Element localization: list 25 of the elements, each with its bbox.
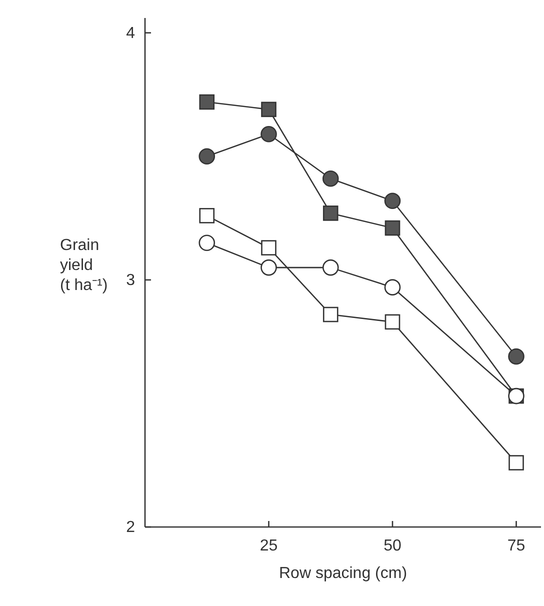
x-tick-label: 25 — [260, 537, 278, 554]
point — [199, 208, 215, 224]
y-tick-label: 2 — [126, 519, 136, 536]
point — [261, 102, 276, 118]
point — [322, 259, 339, 276]
point — [322, 206, 338, 221]
point — [508, 455, 524, 470]
point — [199, 94, 215, 110]
y-tick-label: 3 — [126, 272, 136, 290]
x-tick-label: 75 — [507, 537, 526, 554]
point — [384, 314, 400, 330]
point — [508, 348, 524, 365]
point — [322, 306, 338, 322]
point — [384, 220, 400, 236]
point — [261, 240, 276, 256]
point — [198, 148, 216, 165]
point — [260, 126, 277, 142]
y-tick-label: 4 — [126, 24, 136, 42]
point — [384, 192, 401, 209]
point — [260, 259, 277, 276]
point — [322, 170, 339, 187]
x-tick-label: 50 — [384, 537, 402, 554]
x-axis-title: Row spacing (cm) — [278, 565, 408, 582]
point — [384, 279, 401, 296]
y-axis-title: Grain yield (t ha⁻¹) — [60, 237, 108, 294]
